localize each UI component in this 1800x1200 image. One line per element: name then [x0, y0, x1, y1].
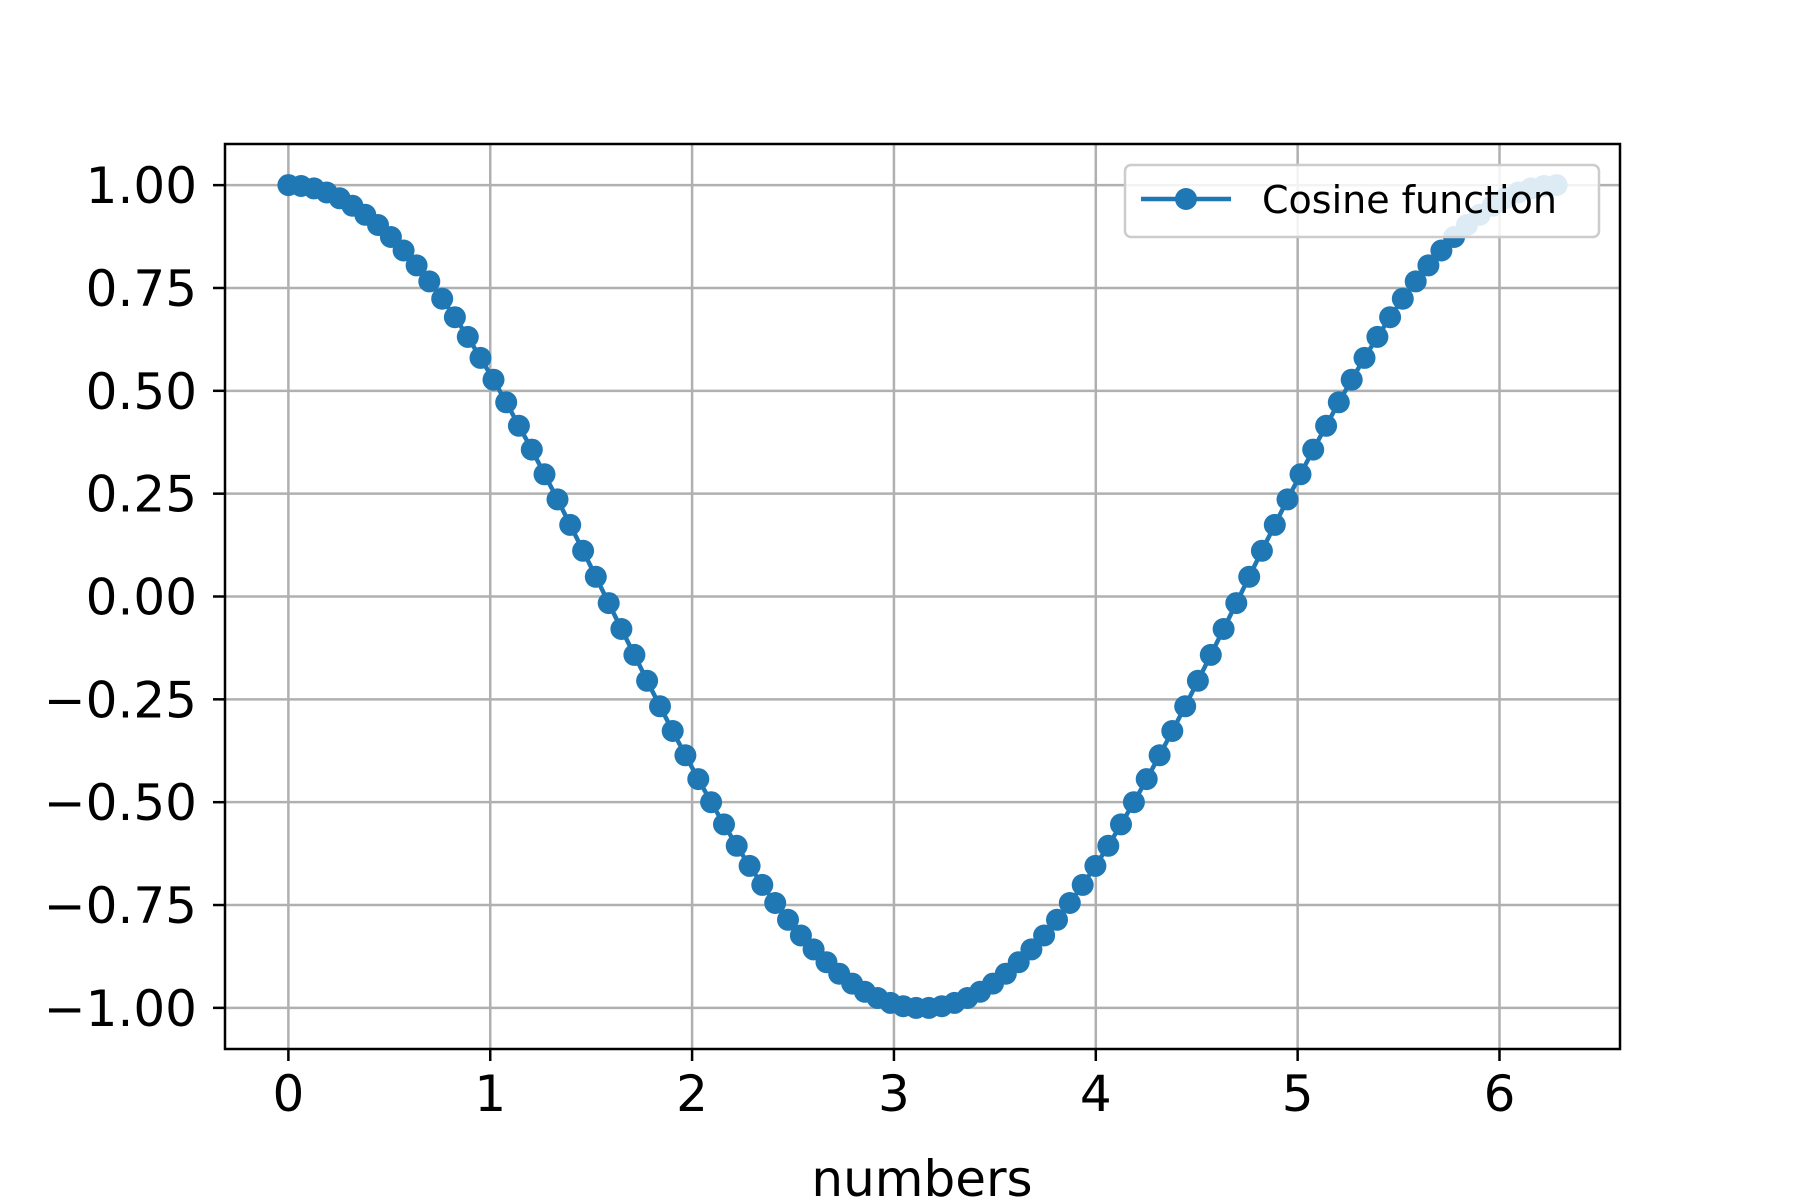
- data-point: [1033, 924, 1056, 947]
- y-tick-label: 1.00: [86, 157, 197, 215]
- y-tick-label: −0.75: [44, 877, 197, 935]
- data-point: [1212, 618, 1235, 640]
- data-point: [418, 270, 441, 293]
- y-tick-label: 0.00: [86, 569, 197, 627]
- y-tick-label: −1.00: [44, 980, 197, 1038]
- data-point: [1161, 720, 1184, 742]
- y-tick-label: 0.75: [86, 260, 197, 318]
- data-point: [584, 565, 607, 588]
- data-point: [507, 414, 530, 437]
- legend-box: [1123, 163, 1601, 239]
- data-point: [1199, 643, 1222, 666]
- data-point: [1391, 287, 1414, 310]
- data-point: [546, 488, 569, 511]
- data-point: [1071, 873, 1094, 896]
- data-point: [1058, 892, 1081, 914]
- data-point: [1315, 414, 1338, 437]
- x-tick-label: 6: [1484, 1065, 1516, 1123]
- data-point: [1225, 592, 1248, 615]
- data-point: [1327, 391, 1350, 414]
- data-point: [1186, 669, 1209, 692]
- data-point: [1046, 908, 1068, 931]
- data-point: [1148, 744, 1171, 767]
- legend-label: Cosine function: [1262, 178, 1557, 222]
- data-point: [1366, 325, 1389, 348]
- x-tick-label: 4: [1080, 1065, 1112, 1123]
- data-point: [495, 391, 518, 414]
- data-point: [674, 744, 697, 767]
- x-tick-label: 2: [676, 1065, 708, 1123]
- data-point: [687, 768, 710, 791]
- data-point: [482, 368, 505, 391]
- data-point: [661, 720, 684, 742]
- data-point: [597, 592, 620, 615]
- data-point: [1263, 513, 1286, 536]
- data-point: [520, 438, 543, 461]
- data-point: [1353, 346, 1376, 369]
- x-tick-label: 3: [878, 1065, 910, 1123]
- data-point: [636, 669, 659, 692]
- data-point: [443, 306, 466, 329]
- x-tick-label: 1: [474, 1065, 506, 1123]
- data-point: [1289, 463, 1312, 486]
- legend: Cosine function: [1123, 163, 1601, 239]
- data-point: [1084, 854, 1107, 877]
- data-point: [1404, 270, 1427, 293]
- data-point: [533, 463, 556, 486]
- data-point: [1379, 306, 1402, 329]
- data-point: [1122, 791, 1145, 814]
- x-axis-title: numbers: [811, 1150, 1032, 1200]
- data-point: [1135, 768, 1158, 791]
- data-point: [1174, 695, 1197, 718]
- y-tick-label: 0.50: [86, 363, 197, 421]
- data-point: [572, 539, 595, 562]
- y-tick-label: −0.50: [44, 774, 197, 832]
- data-point: [789, 924, 812, 947]
- y-tick-label: 0.25: [86, 466, 197, 524]
- data-point: [738, 854, 761, 877]
- data-point: [1417, 254, 1440, 277]
- data-point: [1097, 834, 1120, 857]
- data-point: [777, 908, 799, 931]
- x-tick-label: 0: [272, 1065, 304, 1123]
- data-point: [1250, 539, 1273, 562]
- data-point: [725, 834, 748, 857]
- data-point: [1276, 488, 1299, 511]
- data-point: [1238, 565, 1261, 588]
- data-point: [1020, 938, 1043, 961]
- data-point: [1110, 813, 1132, 836]
- data-point: [1340, 368, 1363, 391]
- x-tick-label: 5: [1282, 1065, 1314, 1123]
- data-point: [405, 254, 428, 277]
- y-tick-label: −0.25: [44, 671, 197, 729]
- data-point: [623, 643, 646, 666]
- data-point: [700, 791, 723, 814]
- data-point: [456, 325, 479, 348]
- data-point: [713, 813, 735, 836]
- data-point: [431, 287, 454, 310]
- data-point: [392, 239, 415, 262]
- data-point: [764, 892, 787, 914]
- data-point: [559, 513, 582, 536]
- data-point: [751, 873, 774, 896]
- data-point: [649, 695, 671, 718]
- data-point: [610, 618, 633, 640]
- data-point: [469, 346, 492, 369]
- axis-ticks: 0 1 2 3 4 5 6 1.00 0.75 0.50 0.25 0.00 −0.25 −0.50 −0.…: [44, 157, 1516, 1123]
- data-point: [1302, 438, 1325, 461]
- legend-marker-swatch: [1175, 188, 1197, 210]
